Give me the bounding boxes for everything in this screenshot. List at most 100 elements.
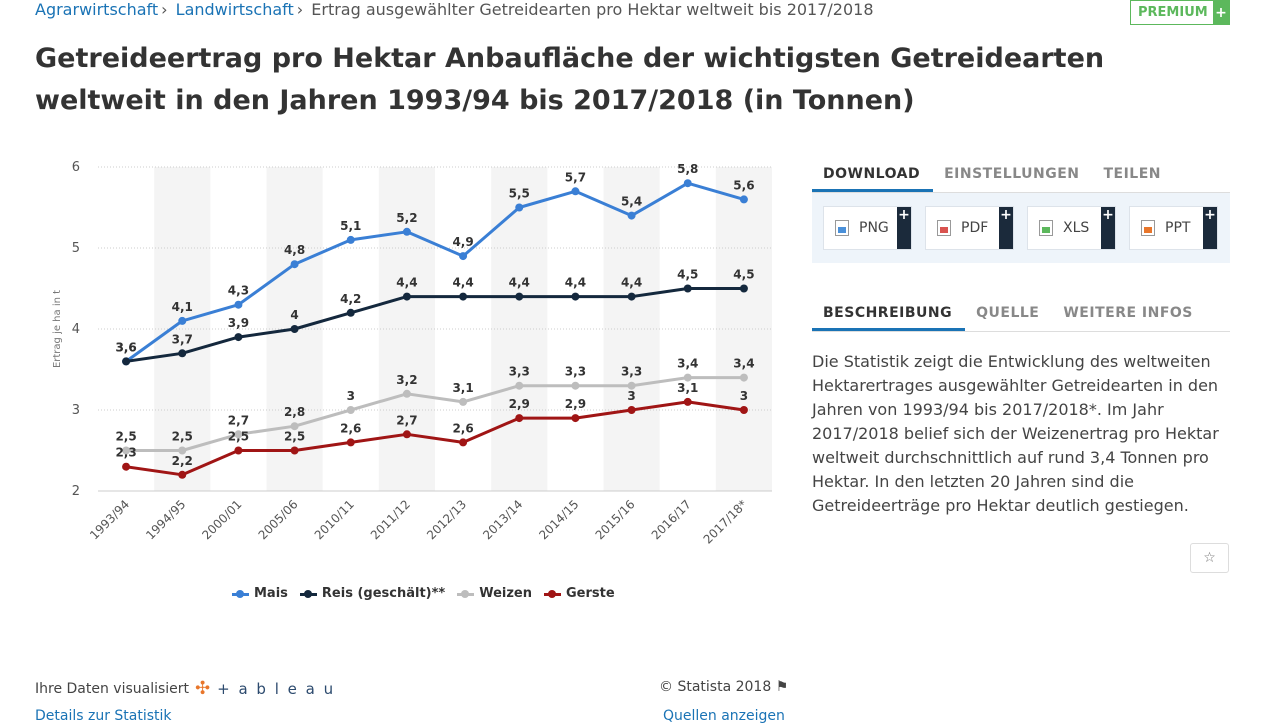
- download-xls-button[interactable]: XLS +: [1027, 206, 1116, 250]
- data-point: [459, 438, 468, 447]
- breadcrumb-link-agrarwirtschaft[interactable]: Agrarwirtschaft: [35, 0, 159, 19]
- x-tick-label: 2010/11: [312, 497, 357, 542]
- download-ppt-button[interactable]: PPT +: [1129, 206, 1218, 250]
- data-label: 2,5: [284, 430, 305, 444]
- x-tick-label: 1993/94: [87, 497, 132, 542]
- data-label: 3,3: [509, 365, 530, 379]
- data-point: [683, 373, 692, 382]
- favorite-button[interactable]: ☆: [1190, 543, 1229, 573]
- legend-label: Mais: [254, 586, 288, 601]
- data-label: 3,1: [452, 381, 473, 395]
- data-label: 2,8: [284, 405, 305, 419]
- data-point: [122, 357, 131, 366]
- data-label: 4,4: [621, 276, 642, 290]
- column-band: [491, 167, 548, 491]
- tab-teilen[interactable]: TEILEN: [1103, 166, 1162, 182]
- data-label: 4,9: [452, 235, 473, 249]
- data-point: [402, 430, 411, 439]
- data-label: 3,4: [733, 357, 754, 371]
- tableau-mark-icon: ✣: [195, 678, 213, 699]
- data-label: 2,9: [509, 397, 530, 411]
- download-pdf-button[interactable]: PDF +: [925, 206, 1014, 250]
- data-point: [122, 462, 131, 471]
- breadcrumb-separator: ›: [296, 0, 304, 19]
- data-label: 2,5: [228, 430, 249, 444]
- sources-link[interactable]: Quellen anzeigen: [663, 708, 785, 724]
- data-label: 4,2: [340, 292, 361, 306]
- legend-item[interactable]: Reis (geschält)**: [299, 586, 445, 601]
- data-label: 3,6: [115, 340, 136, 354]
- tableau-logo[interactable]: ✣ + a b l e a u: [195, 678, 335, 699]
- series-line: [125, 181, 745, 363]
- data-label: 3: [740, 389, 748, 403]
- legend-item[interactable]: Mais: [232, 586, 288, 601]
- data-point: [178, 446, 187, 455]
- download-label: XLS: [1063, 220, 1090, 236]
- tab-beschreibung[interactable]: BESCHREIBUNG: [812, 299, 966, 331]
- visualized-by-label: Ihre Daten visualisiert: [35, 680, 190, 697]
- data-point: [402, 227, 411, 236]
- data-label: 3: [627, 389, 635, 403]
- page-title: Getreideertrag pro Hektar Anbaufläche de…: [35, 43, 1105, 116]
- data-point: [290, 422, 299, 431]
- ppt-file-icon: [1141, 220, 1155, 236]
- copyright: © Statista 2018 ⚑: [659, 679, 788, 695]
- series-line: [125, 287, 744, 363]
- chart-legend: Mais Reis (geschält)** Weizen Gerste: [232, 586, 615, 601]
- data-point: [346, 235, 355, 244]
- data-point: [627, 292, 636, 301]
- tab-download[interactable]: DOWNLOAD: [812, 160, 934, 192]
- xls-file-icon: [1039, 220, 1053, 236]
- tab-quelle[interactable]: QUELLE: [976, 305, 1040, 321]
- legend-item[interactable]: Weizen: [457, 586, 532, 601]
- plus-icon: +: [999, 207, 1013, 249]
- data-label: 2,6: [340, 421, 361, 435]
- data-point: [402, 292, 411, 301]
- pdf-file-icon: [937, 220, 951, 236]
- tab-weitere-infos[interactable]: WEITERE INFOS: [1063, 305, 1193, 321]
- data-label: 2,3: [115, 446, 136, 460]
- data-label: 4,5: [677, 268, 698, 282]
- data-point: [290, 325, 299, 333]
- data-label: 2,6: [452, 421, 473, 435]
- data-label: 4,5: [733, 268, 754, 282]
- x-tick-label: 2012/13: [424, 497, 469, 542]
- data-label: 5,5: [509, 187, 530, 201]
- download-label: PDF: [961, 220, 989, 236]
- legend-swatch: [232, 589, 249, 599]
- data-point: [683, 179, 692, 188]
- download-png-button[interactable]: PNG +: [823, 206, 912, 250]
- data-label: 4: [290, 308, 298, 322]
- plus-icon: +: [1213, 1, 1229, 24]
- data-point: [459, 292, 468, 301]
- tableau-credit: Ihre Daten visualisiert ✣ + a b l e a u: [35, 678, 335, 699]
- data-label: 3,3: [565, 365, 586, 379]
- breadcrumb-link-landwirtschaft[interactable]: Landwirtschaft: [175, 0, 294, 19]
- legend-item[interactable]: Gerste: [544, 586, 615, 601]
- x-tick-label: 2015/16: [593, 497, 638, 542]
- premium-button[interactable]: PREMIUM +: [1130, 0, 1230, 25]
- download-label: PPT: [1165, 220, 1191, 236]
- x-tick-label: 2017/18*: [701, 497, 750, 546]
- breadcrumb-separator: ›: [161, 0, 168, 19]
- legend-swatch: [544, 589, 561, 599]
- y-tick-label: 6: [72, 160, 80, 175]
- y-tick-label: 4: [72, 322, 80, 337]
- details-link[interactable]: Details zur Statistik: [35, 708, 172, 724]
- flag-icon[interactable]: ⚑: [775, 679, 789, 695]
- data-label: 3,2: [396, 373, 417, 387]
- data-label: 2,5: [115, 430, 136, 444]
- y-tick-label: 2: [72, 484, 80, 499]
- plus-icon: +: [1203, 207, 1217, 249]
- copyright-text: © Statista 2018: [659, 679, 772, 695]
- data-point: [627, 381, 636, 390]
- data-point: [459, 397, 468, 406]
- tab-einstellungen[interactable]: EINSTELLUNGEN: [944, 166, 1080, 182]
- data-label: 3: [347, 389, 355, 403]
- side-panel: DOWNLOAD EINSTELLUNGEN TEILEN PNG + PDF + XL…: [812, 160, 1230, 518]
- data-label: 4,4: [565, 276, 586, 290]
- data-label: 3,7: [172, 332, 193, 346]
- data-label: 4,8: [284, 243, 305, 257]
- data-label: 3,4: [677, 357, 698, 371]
- statistic-description: Die Statistik zeigt die Entwicklung des …: [812, 352, 1219, 515]
